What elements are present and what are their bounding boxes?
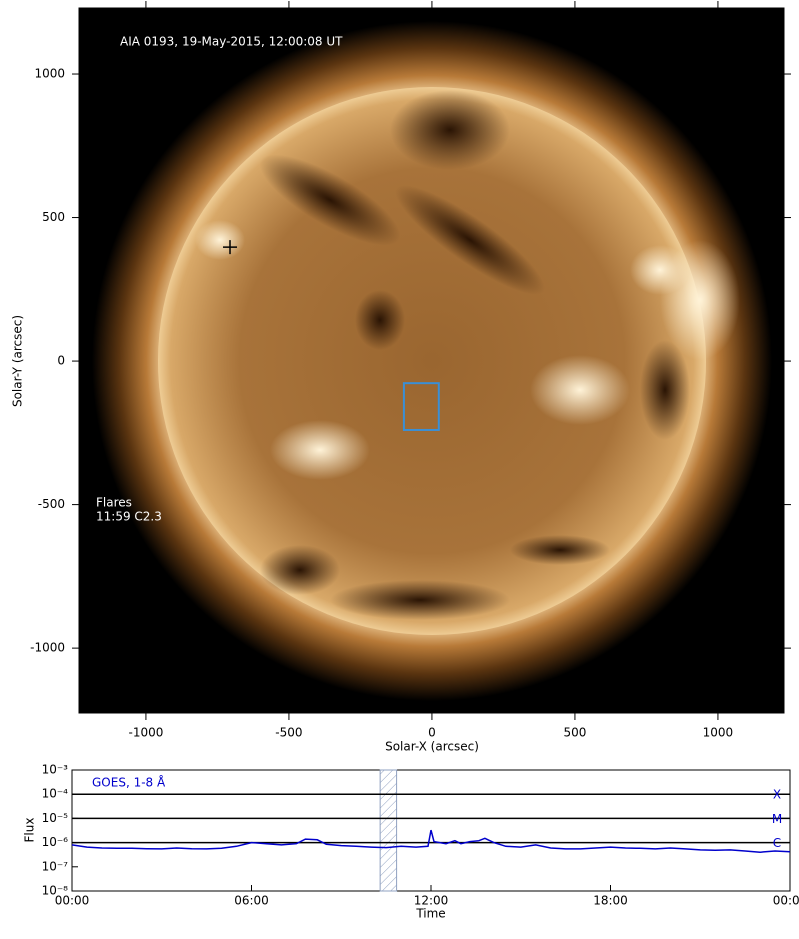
marker-cross [223,240,238,255]
x-tick-label: 18:00 [593,894,628,908]
y-tick-label: 10⁻⁴ [42,787,69,801]
y-tick-label: 10⁻⁸ [42,884,69,898]
goes-annotation: GOES, 1-8 Å [92,775,166,790]
flux-line [71,829,791,853]
y-tick-label: -500 [38,497,65,511]
image-annotation: AIA 0193, 19-May-2015, 12:00:08 UT [120,35,343,49]
y-tick-label: 10⁻⁵ [42,811,69,825]
x-axis-label: Solar-X (arcsec) [385,740,479,754]
x-tick-label: 00:00 [55,894,90,908]
y-tick-label: 1000 [34,67,65,81]
flares-label: Flares [96,496,132,510]
y-tick-label: 0 [57,354,65,368]
y-axis-label: Flux [23,818,37,843]
x-tick-label: 500 [563,726,586,740]
x-axis-label: Time [415,907,445,921]
x-tick-label: 06:00 [234,894,269,908]
x-tick-label: 1000 [703,726,734,740]
x-tick-label: 12:00 [414,894,449,908]
y-tick-label: 10⁻⁶ [42,835,69,849]
x-tick-label: 00:00 [773,894,799,908]
class-label: C [773,836,781,850]
flare-entry: 11:59 C2.3 [96,510,162,524]
class-label: X [773,788,781,802]
y-axis-label: Solar-Y (arcsec) [11,315,25,407]
y-tick-label: -1000 [30,641,65,655]
y-tick-label: 10⁻⁷ [42,859,69,873]
y-tick-label: 10⁻³ [42,763,69,777]
x-tick-label: 0 [428,726,436,740]
class-label: M [772,812,782,826]
x-tick-label: -1000 [128,726,163,740]
sun-image [79,8,784,713]
y-tick-label: 500 [42,210,65,224]
x-tick-label: -500 [275,726,302,740]
region-box [402,382,440,431]
shaded-span [379,769,398,892]
